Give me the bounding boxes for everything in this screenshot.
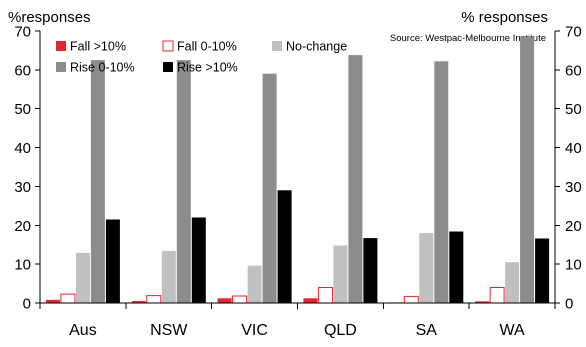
- legend-swatch-fall-10: [56, 41, 66, 51]
- y-tick-label-right: 50: [565, 101, 582, 118]
- bar-aus-fall-0-10: [60, 293, 76, 304]
- bars-group: [45, 36, 550, 304]
- y-axis-title-left: %responses: [8, 9, 91, 26]
- y-tick-label-right: 60: [565, 62, 582, 79]
- x-tick-label-vic: VIC: [241, 322, 268, 339]
- y-tick-label-left: 50: [14, 101, 31, 118]
- legend-swatch-no-change: [272, 41, 282, 51]
- bar-aus-no-change: [75, 252, 90, 303]
- legend-label-no-change: No-change: [286, 40, 347, 54]
- bar-wa-rise-0-10: [520, 36, 535, 304]
- bar-qld-rise-10: [363, 238, 378, 303]
- y-tick-label-right: 30: [565, 179, 582, 196]
- y-tick-label-right: 20: [565, 218, 582, 235]
- y-tick-label-right: 10: [565, 257, 582, 274]
- bar-wa-rise-10: [535, 238, 550, 303]
- bar-vic-fall-0-10: [232, 295, 248, 304]
- y-tick-label-left: 10: [14, 257, 31, 274]
- bar-qld-no-change: [333, 245, 348, 303]
- legend: Fall >10% Fall 0-10% No-change Rise 0-10% Ri…: [56, 40, 347, 75]
- bar-nsw-fall-0-10: [146, 295, 162, 304]
- legend-item-rise-10: Rise >10%: [163, 61, 238, 75]
- y-tick-label-right: 40: [565, 140, 582, 157]
- y-tick-label-left: 60: [14, 62, 31, 79]
- legend-label-fall-0-10: Fall 0-10%: [177, 40, 237, 54]
- bar-wa-fall-0-10: [489, 287, 505, 304]
- bar-vic-no-change: [247, 265, 262, 303]
- legend-swatch-rise-10: [163, 62, 173, 72]
- bar-vic-rise-0-10: [262, 73, 277, 303]
- legend-swatch-rise-0-10: [56, 62, 66, 72]
- bar-wa-no-change: [505, 262, 520, 303]
- legend-label-rise-0-10: Rise 0-10%: [70, 61, 135, 75]
- y-axis-title-right: % responses: [461, 9, 548, 26]
- bar-nsw-rise-0-10: [176, 60, 191, 303]
- bar-sa-fall-0-10: [403, 295, 419, 304]
- legend-item-rise-0-10: Rise 0-10%: [56, 61, 135, 75]
- y-tick-label-left: 30: [14, 179, 31, 196]
- legend-item-fall-10: Fall >10%: [56, 40, 126, 54]
- bar-qld-rise-0-10: [348, 55, 363, 303]
- y-tick-label-left: 20: [14, 218, 31, 235]
- y-tick-label-left: 40: [14, 140, 31, 157]
- axes-group: 0 0 10 10 20 20 30 30 40 40 50 50 60 60 70 70 Aus NSW VIC Q…: [14, 24, 581, 340]
- legend-label-rise-10: Rise >10%: [177, 61, 238, 75]
- bar-aus-fall-10: [45, 299, 60, 303]
- y-tick-label-left: 0: [23, 296, 31, 313]
- legend-swatch-fall-0-10: [162, 40, 174, 52]
- bar-sa-no-change: [419, 233, 434, 303]
- legend-label-fall-10: Fall >10%: [70, 40, 126, 54]
- x-tick-label-qld: QLD: [324, 322, 357, 339]
- bar-aus-rise-10: [105, 219, 120, 303]
- legend-item-no-change: No-change: [272, 40, 347, 54]
- bar-sa-rise-0-10: [434, 61, 449, 303]
- y-tick-label-right: 0: [565, 296, 573, 313]
- bar-aus-rise-0-10: [90, 60, 105, 303]
- y-tick-label-right: 70: [565, 24, 582, 41]
- source-note: Source: Westpac-Melbourne Institute: [390, 33, 546, 44]
- legend-item-fall-0-10: Fall 0-10%: [162, 40, 237, 54]
- bar-vic-rise-10: [277, 190, 292, 303]
- x-tick-label-sa: SA: [416, 322, 438, 339]
- bar-sa-rise-10: [449, 231, 464, 303]
- x-tick-label-aus: Aus: [69, 322, 97, 339]
- bar-qld-fall-10: [303, 298, 318, 303]
- bar-nsw-rise-10: [191, 217, 206, 303]
- x-tick-label-wa: WA: [499, 322, 525, 339]
- bar-nsw-no-change: [161, 250, 176, 303]
- bar-vic-fall-10: [217, 298, 232, 303]
- bar-nsw-fall-10: [131, 301, 146, 303]
- bar-wa-fall-10: [475, 301, 490, 303]
- y-tick-label-left: 70: [14, 24, 31, 41]
- bar-qld-fall-0-10: [317, 287, 333, 304]
- x-tick-label-nsw: NSW: [150, 322, 188, 339]
